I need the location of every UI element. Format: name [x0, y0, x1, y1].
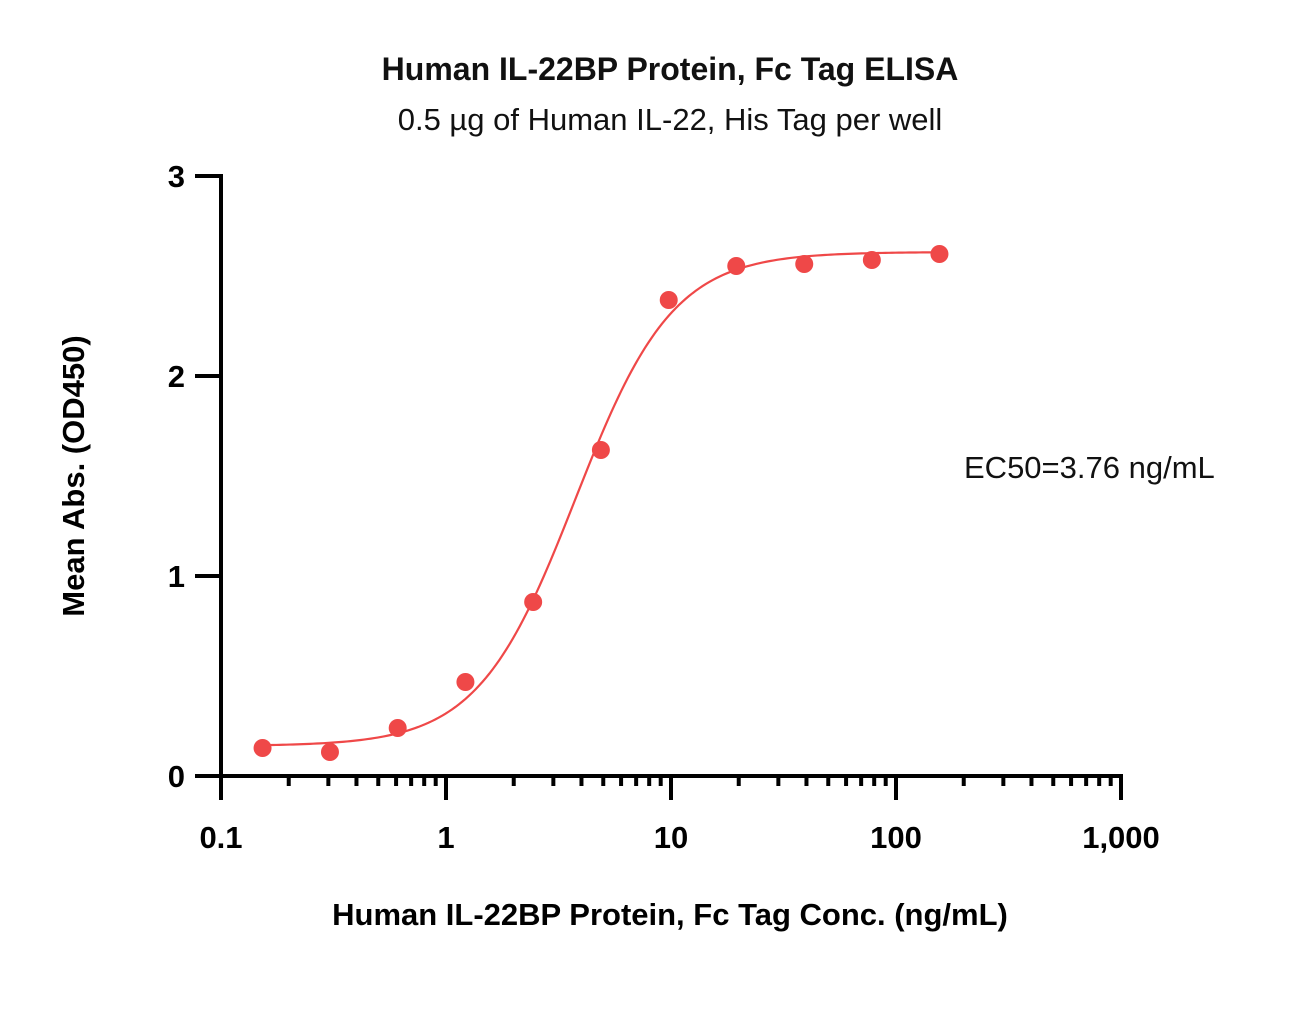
data-point [253, 739, 272, 757]
data-point [862, 251, 881, 269]
y-axis-ticks: 0 1 2 3 [168, 159, 221, 794]
x-tick-label: 10 [654, 820, 688, 855]
fit-curve-group [262, 251, 940, 747]
data-points [253, 245, 949, 761]
x-tick-label: 1 [437, 820, 454, 855]
data-point [456, 673, 475, 691]
fit-curve [262, 251, 940, 747]
x-axis-title: Human IL-22BP Protein, Fc Tag Conc. (ng/… [332, 897, 1008, 932]
x-tick-label: 0.1 [199, 820, 242, 855]
y-tick-label: 1 [168, 559, 185, 594]
y-tick-label: 3 [168, 159, 185, 194]
data-point [591, 441, 610, 459]
chart-title: Human IL-22BP Protein, Fc Tag ELISA [382, 51, 959, 87]
data-point [659, 291, 678, 309]
x-axis-ticks: 0.1 1 10 100 1,000 [199, 776, 1160, 855]
x-tick-label: 1,000 [1082, 820, 1160, 855]
x-tick-label: 100 [870, 820, 922, 855]
data-point [930, 245, 949, 263]
data-point [320, 743, 339, 761]
data-point [388, 719, 407, 737]
y-tick-label: 2 [168, 359, 185, 394]
chart-subtitle: 0.5 µg of Human IL-22, His Tag per well [398, 102, 943, 137]
data-point [524, 593, 543, 611]
ec50-annotation: EC50=3.76 ng/mL [964, 450, 1215, 485]
data-point [795, 255, 814, 273]
y-axis-title: Mean Abs. (OD450) [56, 335, 91, 616]
y-tick-label: 0 [168, 759, 185, 794]
data-point [727, 257, 746, 275]
